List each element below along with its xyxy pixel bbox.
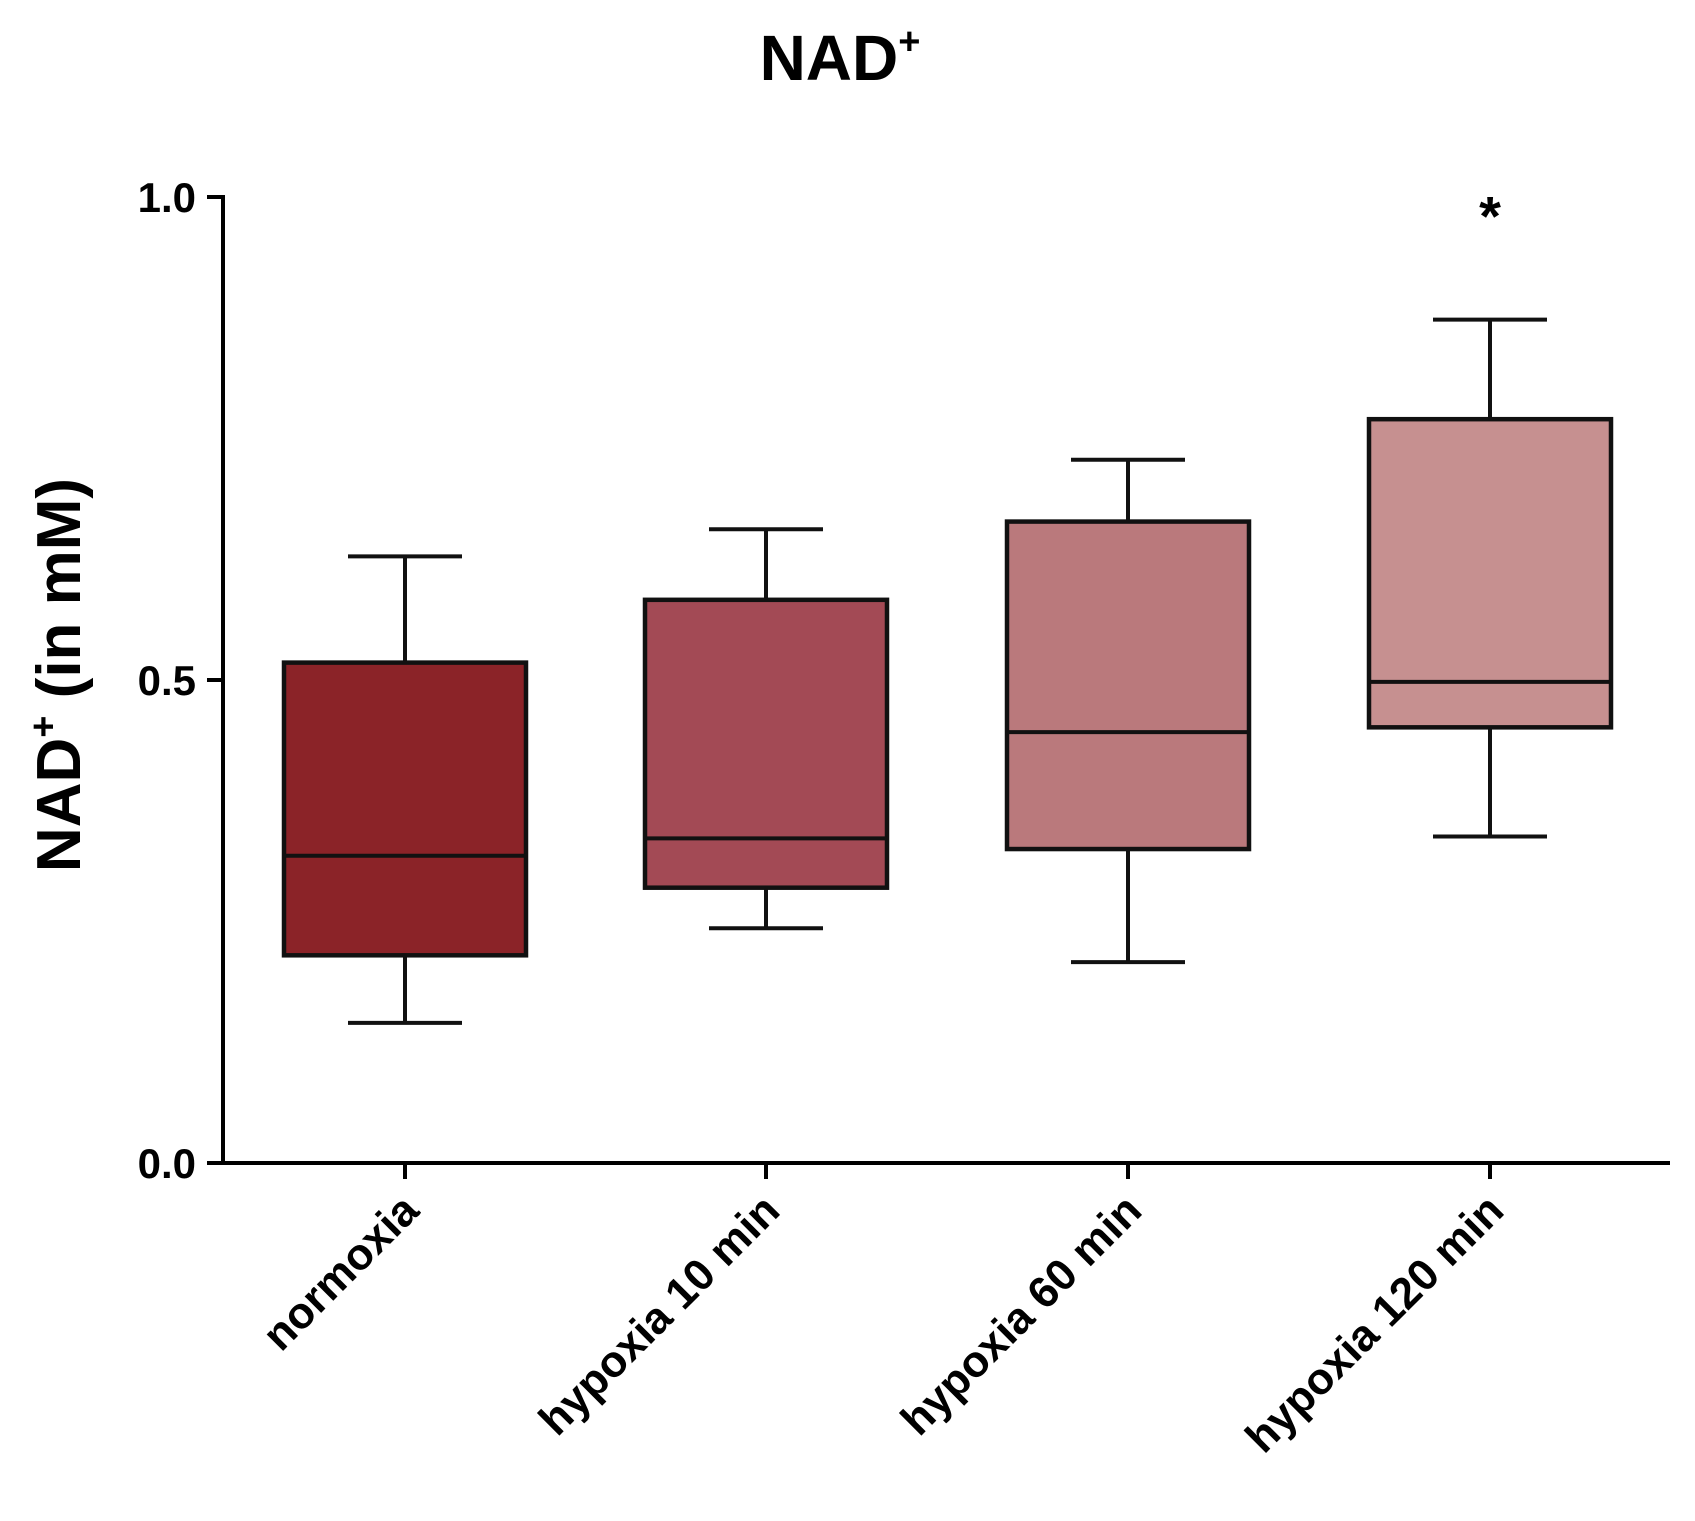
y-axis-label: NAD+ (in mM) (23, 478, 94, 872)
x-tick-label: hypoxia 10 min (530, 1185, 789, 1444)
y-tick-label: 1.0 (138, 174, 196, 221)
box-iqr (642, 597, 890, 890)
box-iqr (1004, 519, 1252, 852)
box-group (642, 527, 890, 931)
x-ticks (403, 1163, 1492, 1179)
box-group (1366, 317, 1614, 839)
chart-title: NAD+ (760, 21, 921, 94)
y-tick-label: 0.5 (138, 657, 196, 704)
significance-marker: * (1479, 184, 1501, 247)
box-group (1004, 457, 1252, 965)
x-tick-label: hypoxia 60 min (892, 1185, 1151, 1444)
y-axis-label-main: NAD (25, 738, 94, 872)
y-axis-label-superscript: + (23, 716, 65, 738)
x-tick-labels: normoxia hypoxia 10 min hypoxia 60 min hypo… (253, 1185, 1513, 1462)
box-group (281, 554, 529, 1025)
chart-title-main: NAD (760, 22, 899, 94)
x-tick-label: hypoxia 120 min (1236, 1185, 1513, 1462)
annotations: * (1479, 184, 1501, 247)
box-iqr (281, 660, 529, 958)
box-iqr (1366, 416, 1614, 730)
y-axis-label-unit: (in mM) (25, 478, 94, 716)
y-tick-label: 0.0 (138, 1140, 196, 1187)
y-ticks: 0.0 0.5 1.0 (138, 174, 223, 1187)
x-tick-label: normoxia (253, 1185, 428, 1360)
chart-title-superscript: + (898, 21, 920, 63)
box-series (281, 317, 1614, 1025)
